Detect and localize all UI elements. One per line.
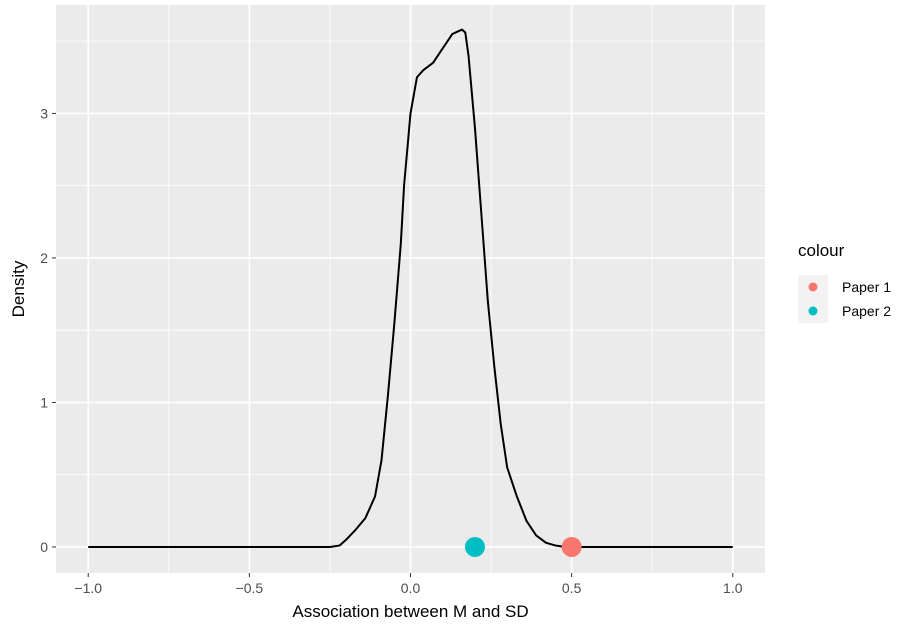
point-paper-1 [561, 536, 582, 557]
legend-title: colour [798, 241, 845, 260]
density-curve [88, 28, 733, 548]
legend-swatch [808, 306, 818, 316]
x-axis-title: Association between M and SD [292, 602, 528, 621]
point-paper-2 [464, 536, 485, 557]
y-tick-label: 0 [40, 539, 48, 555]
x-tick-label: 0.5 [562, 580, 582, 596]
x-tick-label: 0.0 [401, 580, 421, 596]
x-tick-label: −1.0 [74, 580, 102, 596]
legend: colour Paper 1 Paper 2 [798, 241, 891, 323]
x-tick-label: 1.0 [723, 580, 743, 596]
legend-label: Paper 2 [842, 303, 891, 319]
major-gridlines [56, 5, 765, 573]
x-tick-label: −0.5 [236, 580, 264, 596]
paper-points [464, 536, 582, 557]
y-tick-label: 3 [40, 105, 48, 121]
y-tick-label: 2 [40, 250, 48, 266]
y-tick-label: 1 [40, 394, 48, 410]
x-axis-ticks: −1.0 −0.5 0.0 0.5 1.0 [74, 573, 743, 596]
y-axis-title: Density [9, 260, 28, 317]
y-axis-ticks: 0 1 2 3 [40, 105, 56, 555]
legend-swatch [808, 282, 818, 292]
legend-label: Paper 1 [842, 279, 891, 295]
